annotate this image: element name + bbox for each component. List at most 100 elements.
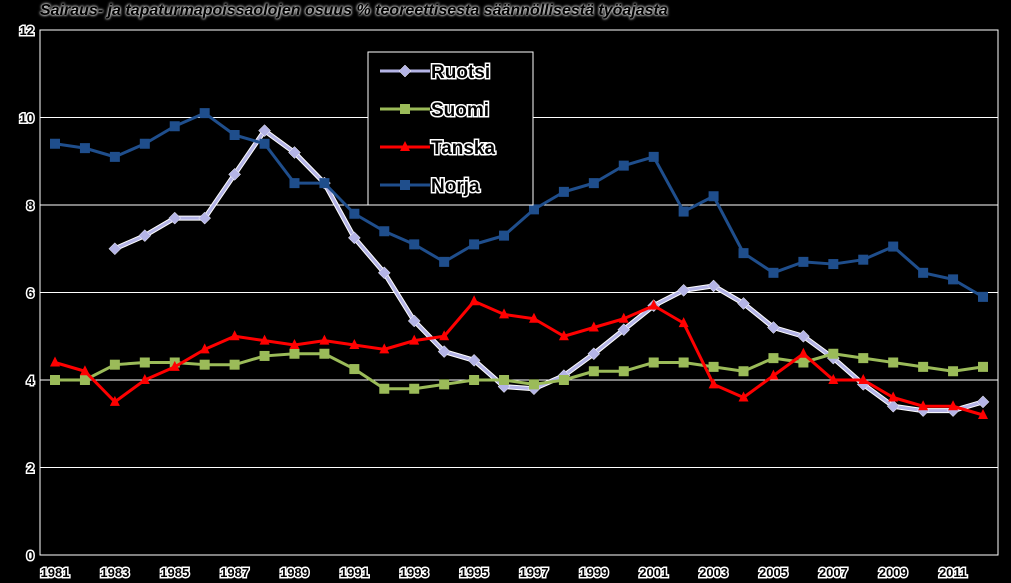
- legend-label: Suomi: [431, 100, 489, 121]
- data-point: [319, 348, 330, 359]
- data-point: [978, 409, 988, 419]
- data-point: [738, 248, 749, 259]
- legend-swatch-marker: [400, 104, 410, 114]
- data-point: [259, 334, 270, 345]
- x-tick-label: 1981: [41, 565, 70, 580]
- data-point: [229, 330, 240, 341]
- data-point: [948, 274, 959, 285]
- data-point: [437, 345, 451, 358]
- data-point: [229, 130, 240, 140]
- data-point: [439, 256, 450, 267]
- data-point: [499, 308, 510, 319]
- y-tick-label: 4: [27, 373, 35, 388]
- data-point: [319, 334, 330, 345]
- data-point: [888, 391, 899, 402]
- data-point: [409, 383, 420, 394]
- y-axis-ticks: 0 2 4 6 8 10 12: [18, 22, 36, 565]
- x-tick-label: 2005: [759, 565, 788, 580]
- x-tick-label: 1999: [579, 565, 608, 580]
- data-point: [469, 295, 480, 306]
- legend-swatch-marker: [400, 180, 410, 190]
- data-point: [139, 138, 150, 149]
- data-point: [767, 321, 780, 334]
- x-tick-label: 2003: [699, 565, 728, 580]
- data-point: [199, 359, 210, 370]
- data-point: [976, 395, 990, 409]
- data-point: [349, 339, 360, 349]
- chart-title: Sairaus- ja tapaturmapoissaolojen osuus …: [40, 2, 668, 19]
- data-point: [648, 299, 659, 310]
- data-point: [439, 379, 450, 390]
- data-point: [499, 230, 510, 241]
- data-point: [348, 231, 361, 245]
- legend-box: [367, 51, 534, 206]
- data-point: [588, 366, 599, 377]
- y-tick-label: 8: [27, 198, 34, 213]
- data-point: [918, 267, 929, 278]
- data-point: [707, 279, 720, 293]
- data-point: [289, 178, 300, 189]
- data-point: [618, 366, 629, 377]
- data-point: [108, 242, 122, 256]
- legend-label: Tanska: [431, 138, 496, 159]
- data-point: [288, 146, 301, 159]
- data-point: [138, 229, 152, 242]
- legend: Ruotsi Suomi Tanska Norja: [367, 51, 534, 206]
- data-point: [708, 378, 719, 389]
- data-point: [349, 208, 360, 219]
- data-point: [798, 357, 809, 368]
- data-point: [469, 375, 480, 385]
- x-tick-label: 1983: [100, 565, 129, 580]
- data-point: [50, 375, 60, 385]
- data-point: [738, 366, 749, 377]
- series-norja: [50, 108, 988, 302]
- data-point: [79, 365, 90, 376]
- data-point: [858, 254, 869, 265]
- x-tick-label: 1987: [220, 565, 249, 580]
- data-point: [798, 256, 809, 267]
- x-tick-label: 1993: [400, 565, 429, 580]
- data-point: [828, 259, 839, 270]
- data-point: [289, 339, 300, 349]
- x-tick-label: 2011: [939, 565, 967, 580]
- legend-item-norja: Norja: [380, 175, 482, 199]
- data-point: [678, 206, 689, 217]
- data-point: [139, 374, 150, 384]
- data-point: [528, 379, 539, 390]
- data-point: [828, 348, 839, 359]
- legend-item-suomi: Suomi: [380, 99, 491, 123]
- x-tick-label: 1985: [160, 565, 189, 580]
- data-point: [888, 357, 899, 368]
- data-point: [228, 168, 241, 181]
- legend-label: Norja: [431, 176, 480, 197]
- data-point: [678, 357, 689, 368]
- x-tick-label: 2007: [819, 565, 848, 580]
- y-tick-label: 0: [27, 548, 34, 563]
- data-point: [948, 366, 959, 377]
- data-point: [798, 347, 809, 358]
- data-point: [828, 374, 839, 384]
- data-point: [169, 121, 180, 132]
- data-point: [469, 239, 480, 250]
- data-point: [439, 330, 450, 341]
- x-tick-label: 1991: [340, 565, 369, 580]
- data-point: [708, 191, 719, 202]
- data-point: [139, 357, 150, 368]
- x-tick-label: 1997: [520, 565, 549, 580]
- data-point: [467, 353, 481, 367]
- x-axis-ticks: 1981 1983 1985 1987 1989 1991 1993 1995 1997 1999…: [39, 564, 969, 582]
- data-point: [289, 348, 300, 359]
- data-point: [409, 239, 420, 250]
- data-point: [198, 211, 212, 225]
- series-tanska: [50, 295, 988, 419]
- data-point: [978, 291, 988, 302]
- y-tick-label: 12: [20, 23, 34, 38]
- data-point: [229, 359, 240, 370]
- data-point: [768, 369, 779, 380]
- x-tick-label: 1989: [280, 565, 309, 580]
- data-point: [50, 356, 60, 367]
- data-point: [379, 383, 390, 394]
- legend-label: Ruotsi: [431, 62, 490, 83]
- data-point: [588, 321, 599, 332]
